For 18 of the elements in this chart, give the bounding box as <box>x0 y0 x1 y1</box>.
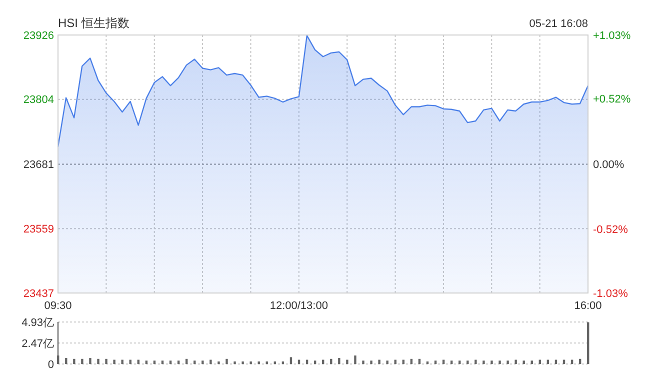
y-tick-label: 23681 <box>23 159 54 172</box>
x-tick-label: 12:00/13:00 <box>270 300 328 312</box>
y-tick-label: 23926 <box>23 30 54 42</box>
y2-tick-label: +0.52% <box>593 94 631 106</box>
y-tick-label: 23559 <box>23 223 54 236</box>
text: 05-21 16:08 <box>529 18 588 30</box>
x-tick-label: 16:00 <box>574 300 602 312</box>
y-tick-label: 23437 <box>23 288 54 300</box>
y-tick-label: 0 <box>48 358 54 371</box>
y-tick-label: 23804 <box>23 94 54 106</box>
x-tick-label: 09:30 <box>44 300 72 312</box>
y2-tick-label: -0.52% <box>593 224 628 236</box>
chart-title: HSI 恒生指数 <box>58 16 130 30</box>
y2-tick-label: 0.00% <box>593 158 624 171</box>
y2-tick-label: +1.03% <box>593 30 631 42</box>
y2-tick-label: -1.03% <box>593 288 628 300</box>
y-tick-label: 4.93亿 <box>22 316 54 329</box>
y-tick-label: 2.47亿 <box>22 338 54 350</box>
